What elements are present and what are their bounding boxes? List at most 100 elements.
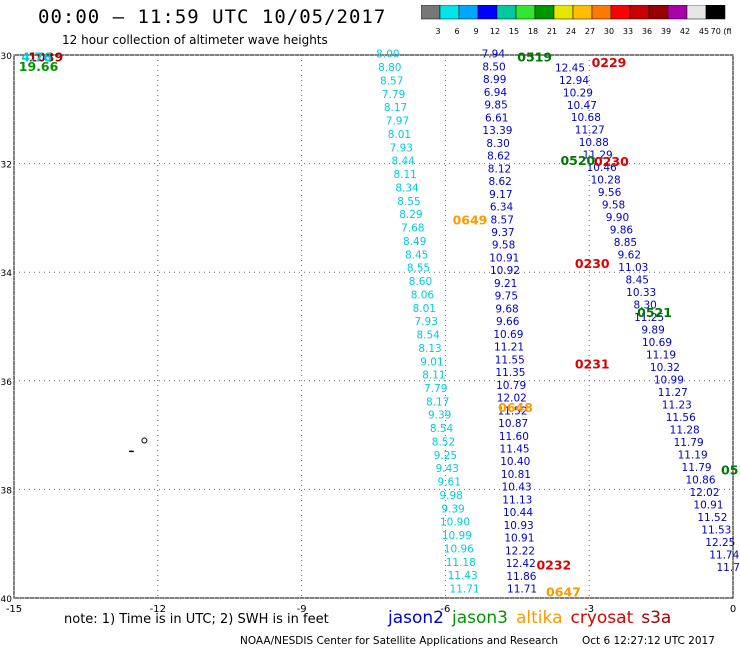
pass-time-label: 1039 (28, 50, 63, 65)
wave-height-value: 7.97 (386, 116, 409, 128)
wave-height-value: 7.94 (482, 49, 506, 61)
wave-height-value: 8.62 (488, 176, 511, 188)
wave-height-value: 11.60 (499, 431, 529, 443)
colorbar-swatch (534, 5, 555, 20)
pass-time-label: 0519 (517, 50, 552, 65)
wave-height-value: 11.27 (575, 125, 605, 137)
colorbar-label: 36 (642, 27, 652, 36)
wave-height-value: 10.93 (504, 520, 534, 532)
y-tick-label: -34 (0, 269, 12, 279)
wave-height-value: 8.45 (626, 275, 649, 287)
wave-height-value: 12.42 (506, 558, 536, 570)
colorbar-label: 24 (566, 27, 576, 36)
wave-height-value: 11.52 (497, 405, 527, 417)
wave-height-value: 8.01 (413, 303, 436, 315)
wave-height-value: 10.88 (579, 137, 609, 149)
wave-height-value: 12.02 (497, 393, 527, 405)
wave-height-value: 10.29 (563, 87, 593, 99)
wave-height-value: 8.06 (411, 289, 435, 301)
wave-height-value: 10.69 (642, 337, 672, 349)
wave-height-value: 10.32 (650, 362, 680, 374)
pass-time-label: 0229 (592, 55, 627, 70)
wave-height-value: 9.68 (495, 303, 518, 315)
wave-height-value: 7.68 (401, 223, 424, 235)
wave-height-value: 12.25 (705, 537, 735, 549)
colorbar-swatch (458, 5, 479, 20)
wave-height-value: 10.43 (502, 482, 532, 494)
wave-height-value: 10.91 (693, 499, 723, 511)
wave-height-value: 8.11 (393, 169, 416, 181)
page-title: 00:00 – 11:59 UTC 10/05/2017 (38, 6, 387, 28)
wave-height-value: 6.34 (490, 202, 514, 214)
wave-height-value: 12.94 (559, 75, 589, 87)
y-tick-label: -38 (0, 486, 12, 496)
wave-height-value: 10.40 (500, 456, 530, 468)
wave-height-value: 9.21 (494, 278, 517, 290)
wave-height-value: 8.00 (376, 49, 399, 61)
wave-height-value: 8.11 (422, 370, 445, 382)
wave-height-value: 10.79 (496, 380, 526, 392)
wave-height-value: 9.58 (492, 240, 515, 252)
wave-height-value: 8.17 (426, 396, 449, 408)
wave-height-value: 8.44 (392, 156, 416, 168)
footer-note: note: 1) Time is in UTC; 2) SWH is in fe… (64, 612, 329, 627)
wave-height-value: 12.02 (689, 487, 719, 499)
wave-height-value: 11.56 (666, 412, 696, 424)
wave-height-value: 8.29 (399, 209, 422, 221)
wave-height-value: 11.52 (697, 512, 727, 524)
credit-text: NOAA/NESDIS Center for Satellite Applica… (240, 635, 558, 647)
page-subtitle: 12 hour collection of altimeter wave hei… (62, 33, 328, 47)
colorbar-swatch (439, 5, 460, 20)
x-tick-label: -6 (440, 604, 450, 615)
wave-height-value: 10.33 (626, 287, 656, 299)
pass-time-label: 0232 (536, 557, 571, 572)
wave-height-value: 11.25 (634, 312, 664, 324)
colorbar-label: 27 (585, 27, 595, 36)
island-marker (141, 437, 148, 444)
wave-height-value: 8.01 (388, 129, 411, 141)
wave-height-value: 9.58 (602, 200, 625, 212)
wave-height-value: 6.61 (485, 112, 508, 124)
wave-height-value: 8.60 (409, 276, 432, 288)
legend-item-altika: altika (516, 608, 563, 628)
wave-height-value: 11.45 (500, 443, 530, 455)
wave-height-value: 13.39 (482, 125, 512, 137)
wave-height-value: 8.99 (483, 74, 506, 86)
pass-time-label: 0521 (637, 305, 672, 320)
wave-height-value: 9.61 (438, 477, 461, 489)
pass-time-label: 19.66 (19, 59, 59, 74)
colorbar-swatch (591, 5, 612, 20)
colorbar-label: 39 (661, 27, 671, 36)
wave-height-value: 11.86 (506, 571, 536, 583)
colorbar-swatch (496, 5, 517, 20)
wave-height-value: 8.55 (397, 196, 420, 208)
colorbar-swatch (610, 5, 631, 20)
wave-height-value: 8.52 (432, 436, 455, 448)
wave-height-value: 7.79 (424, 383, 447, 395)
pass-time-label: 0231 (575, 357, 610, 372)
wave-height-value: 10.92 (490, 265, 520, 277)
wave-height-value: 9.86 (610, 225, 634, 237)
wave-height-value: 11.29 (583, 150, 613, 162)
satellite-legend: jason2 jason3 altika cryosat s3a (388, 608, 679, 628)
wave-height-value: 12.22 (505, 545, 535, 557)
wave-height-value: 8.54 (416, 330, 440, 342)
wave-height-value: 8.55 (407, 263, 430, 275)
map-frame (13, 54, 734, 599)
colorbar-label: 30 (604, 27, 614, 36)
wave-height-value: 8.62 (487, 151, 510, 163)
wave-height-value: 10.91 (504, 533, 534, 545)
colorbar-swatch (553, 5, 574, 20)
wave-height-value: 9.62 (618, 250, 641, 262)
colorbar-label: 6 (454, 27, 459, 36)
wave-height-value: 9.66 (496, 316, 520, 328)
pass-time-label: 0648 (498, 400, 533, 415)
wave-height-value: 8.30 (633, 300, 656, 312)
wave-height-value: 10.90 (440, 517, 470, 529)
wave-height-value: 9.89 (641, 325, 664, 337)
wave-height-value: 8.34 (395, 182, 419, 194)
colorbar-swatch (572, 5, 593, 20)
wave-height-value: 11.19 (678, 449, 708, 461)
pass-time-label: 051 (721, 462, 740, 477)
wave-height-value: 9.90 (606, 212, 629, 224)
